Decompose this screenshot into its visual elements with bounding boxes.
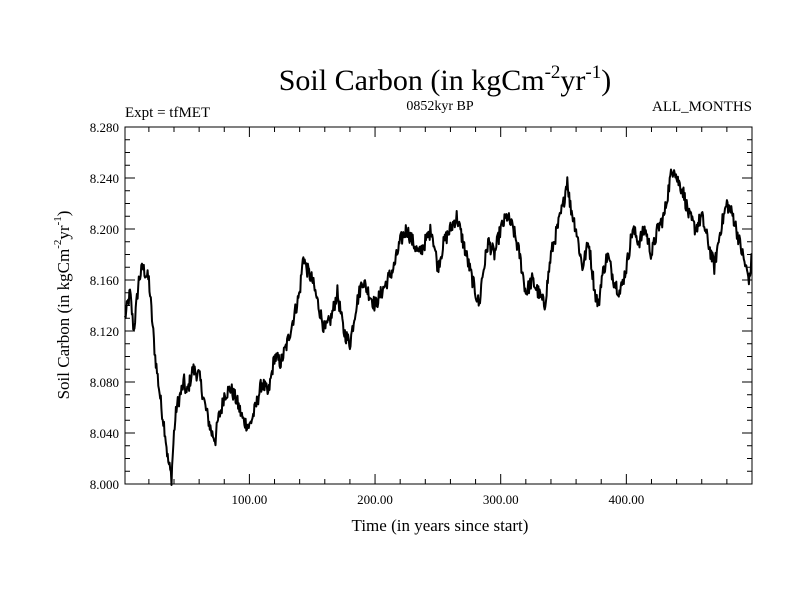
- header-left: Expt = tfMET: [125, 105, 210, 121]
- ylabel-sup1: -2: [52, 240, 64, 249]
- x-tick-label: 300.00: [483, 492, 519, 507]
- y-axis-ticks: 8.000 8.040 8.080 8.120 8.160 8.200 8.240 8.280: [90, 120, 752, 492]
- title-end: ): [601, 64, 611, 97]
- chart-title: Soil Carbon (in kgCm-2yr-1): [279, 62, 612, 97]
- y-tick-label: 8.120: [90, 324, 119, 339]
- x-axis-label: Time (in years since start): [352, 516, 529, 535]
- plot-frame: [124, 126, 753, 485]
- title-main: Soil Carbon (in kgCm: [279, 64, 545, 97]
- y-tick-label: 8.080: [90, 375, 119, 390]
- x-tick-label: 100.00: [232, 492, 268, 507]
- title-mid: yr: [560, 64, 585, 97]
- y-tick-label: 8.240: [90, 171, 119, 186]
- x-axis-ticks: 100.00 200.00 300.00 400.00: [148, 127, 753, 507]
- y-tick-label: 8.280: [90, 120, 119, 135]
- title-sup2: -1: [585, 62, 601, 83]
- header-center: 0852kyr BP: [406, 99, 474, 114]
- y-tick-label: 8.040: [90, 426, 119, 441]
- x-tick-label: 400.00: [608, 492, 644, 507]
- y-tick-label: 8.200: [90, 222, 119, 237]
- series-line: [124, 168, 753, 486]
- header-right: ALL_MONTHS: [652, 99, 752, 115]
- y-axis-label: Soil Carbon (in kgCm-2yr-1): [52, 211, 73, 400]
- y-tick-label: 8.000: [90, 477, 119, 492]
- title-sup1: -2: [545, 62, 561, 83]
- ylabel-mid: yr: [54, 225, 73, 240]
- ylabel-main: Soil Carbon (in kgCm: [54, 249, 73, 400]
- ylabel-sup2: -1: [52, 216, 64, 225]
- y-tick-label: 8.160: [90, 273, 119, 288]
- ylabel-end: ): [54, 211, 73, 217]
- x-tick-label: 200.00: [357, 492, 393, 507]
